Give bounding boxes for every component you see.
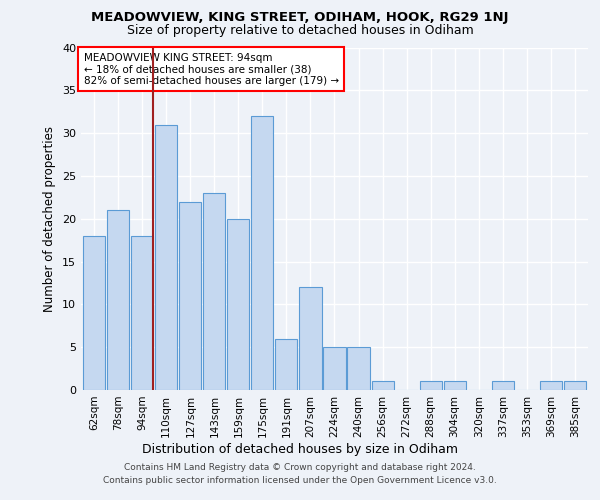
Text: Distribution of detached houses by size in Odiham: Distribution of detached houses by size … (142, 442, 458, 456)
Bar (564, 382, 586, 390)
Bar (227, 219, 250, 390)
Text: MEADOWVIEW, KING STREET, ODIHAM, HOOK, RG29 1NJ: MEADOWVIEW, KING STREET, ODIHAM, HOOK, R… (91, 11, 509, 24)
Bar (275, 338, 298, 390)
Bar (155, 124, 178, 390)
Bar (107, 210, 129, 390)
Text: Contains public sector information licensed under the Open Government Licence v3: Contains public sector information licen… (103, 476, 497, 485)
Text: Contains HM Land Registry data © Crown copyright and database right 2024.: Contains HM Land Registry data © Crown c… (124, 464, 476, 472)
Bar (540, 382, 562, 390)
Text: Size of property relative to detached houses in Odiham: Size of property relative to detached ho… (127, 24, 473, 37)
Bar (323, 347, 346, 390)
Text: MEADOWVIEW KING STREET: 94sqm
← 18% of detached houses are smaller (38)
82% of s: MEADOWVIEW KING STREET: 94sqm ← 18% of d… (83, 52, 338, 86)
Bar (131, 236, 154, 390)
Bar (371, 382, 394, 390)
Bar (203, 193, 226, 390)
Bar (347, 347, 370, 390)
Bar (491, 382, 514, 390)
Bar (179, 202, 202, 390)
Y-axis label: Number of detached properties: Number of detached properties (43, 126, 56, 312)
Bar (299, 287, 322, 390)
Bar (419, 382, 442, 390)
Bar (251, 116, 274, 390)
Bar (83, 236, 105, 390)
Bar (443, 382, 466, 390)
